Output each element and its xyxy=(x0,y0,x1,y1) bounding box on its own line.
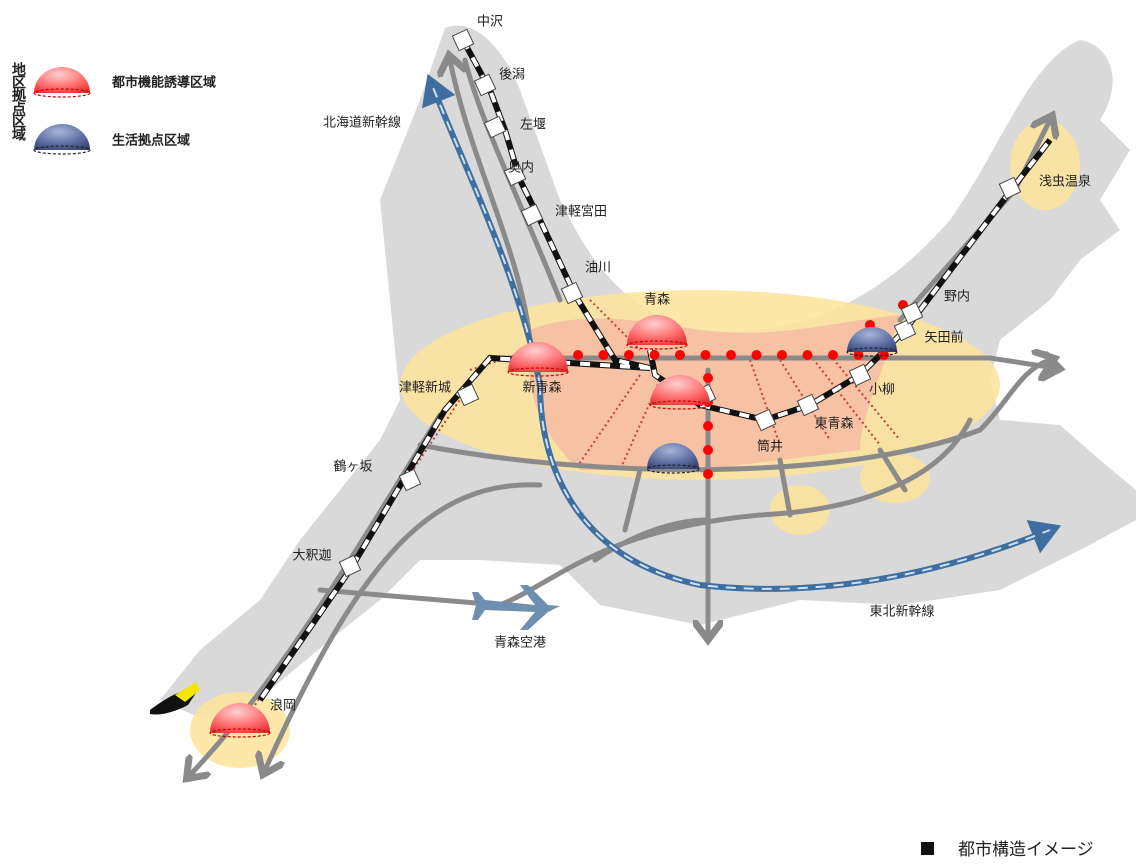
station-label: 奥内 xyxy=(508,160,534,176)
station-label: 新青森 xyxy=(522,380,561,396)
dome-base xyxy=(646,464,700,474)
station-label: 野内 xyxy=(944,289,970,305)
dome xyxy=(650,375,710,405)
airport-label: 青森空港 xyxy=(494,636,546,651)
station-box xyxy=(398,468,422,492)
station-label: 浅虫温泉 xyxy=(1039,174,1091,190)
dome-base xyxy=(209,728,271,738)
core-dot xyxy=(649,350,660,360)
core-dot xyxy=(879,350,889,360)
station-box xyxy=(998,176,1022,200)
line-label: 東北新幹線 xyxy=(869,604,934,620)
station-label: 小柳 xyxy=(869,383,895,398)
core-dot xyxy=(777,350,787,360)
core-zone xyxy=(527,315,900,470)
station-label: 左堰 xyxy=(520,118,546,133)
station-box xyxy=(483,115,507,139)
dome-base xyxy=(507,367,569,377)
train-icon-nose xyxy=(175,682,200,702)
core-dot xyxy=(726,350,736,360)
station-label: 中沢 xyxy=(477,15,503,30)
station-label: 津軽新城 xyxy=(399,380,451,396)
station-box xyxy=(451,28,475,52)
core-dot xyxy=(853,350,864,360)
station-label: 鶴ヶ坂 xyxy=(333,459,372,475)
dome-base xyxy=(649,400,711,410)
legend-title: 地区拠点区域 xyxy=(10,61,26,142)
dome xyxy=(34,67,90,93)
station-box xyxy=(893,318,917,342)
legend-item: 都市機能誘導区域 xyxy=(111,75,216,91)
station-label: 浪岡 xyxy=(270,699,296,714)
station-box xyxy=(456,383,480,407)
dome xyxy=(34,124,90,150)
core-dot xyxy=(624,350,634,360)
dome xyxy=(627,315,687,345)
core-dot xyxy=(751,350,762,360)
station-label: 後潟 xyxy=(499,68,525,83)
core-dot xyxy=(802,350,813,360)
core-dot xyxy=(675,350,685,360)
dome xyxy=(508,342,568,372)
domes xyxy=(33,67,898,738)
dome xyxy=(847,327,897,352)
core-dot xyxy=(703,469,713,479)
dome-base xyxy=(626,340,688,350)
dome xyxy=(210,703,270,733)
dome-base xyxy=(846,347,898,357)
caption: 都市構造イメージ xyxy=(958,840,1094,860)
station-label: 矢田前 xyxy=(924,330,963,346)
core-dot xyxy=(700,350,711,360)
airplane xyxy=(472,585,560,630)
station-label: 津軽宮田 xyxy=(555,204,607,220)
station-box xyxy=(848,363,872,387)
station-box xyxy=(503,163,527,187)
core-dot xyxy=(703,421,713,431)
core-dot xyxy=(828,350,838,360)
core-dot xyxy=(703,373,713,383)
station-label: 大釈迦 xyxy=(292,549,331,564)
core-dots xyxy=(573,300,908,479)
station-box xyxy=(338,554,362,578)
station-box xyxy=(560,281,584,305)
station-label: 筒井 xyxy=(757,439,783,455)
station-label: 青森 xyxy=(644,293,670,308)
station-label: 東青森 xyxy=(814,416,853,432)
station-label: 油川 xyxy=(585,261,611,276)
station-box xyxy=(473,73,497,97)
dome-base xyxy=(33,88,91,98)
station-box xyxy=(796,393,820,417)
station-box xyxy=(753,408,777,432)
core-dot xyxy=(573,350,583,360)
core-dot xyxy=(598,350,609,360)
legend-item: 生活拠点区域 xyxy=(112,133,190,149)
dome-base xyxy=(33,145,91,155)
caption-bullet xyxy=(921,842,934,855)
line-label: 北海道新幹線 xyxy=(323,115,401,131)
station-box xyxy=(520,203,544,227)
station-box xyxy=(900,301,924,325)
dome xyxy=(647,443,699,469)
core-dot xyxy=(703,445,713,455)
